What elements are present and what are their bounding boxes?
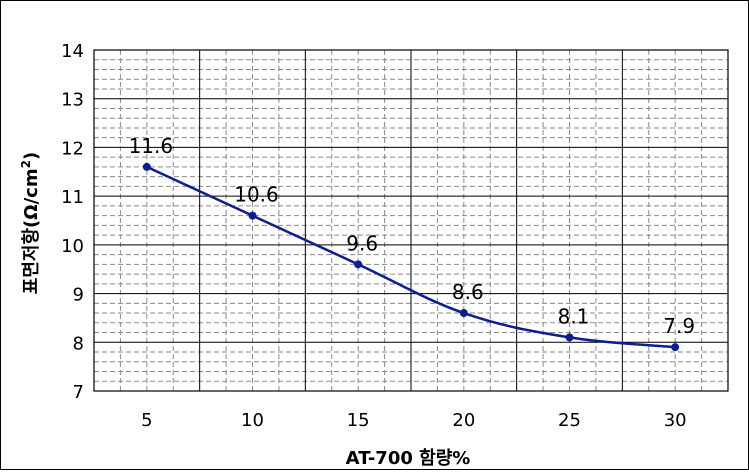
data-label: 9.6: [346, 231, 378, 255]
data-point: [460, 309, 468, 317]
data-label: 7.9: [663, 314, 695, 338]
x-tick-labels: 5 10 15 20 25 30: [141, 410, 687, 431]
data-point: [354, 260, 362, 268]
x-tick-label: 5: [141, 410, 152, 431]
x-axis-label: AT-700 함량%: [346, 447, 471, 469]
y-tick-label: 8: [73, 333, 84, 354]
y-axis-label-main: 표면저항(Ω/cm: [21, 168, 42, 294]
y-axis-label-superscript: 2: [19, 160, 33, 168]
data-label: 11.6: [129, 134, 174, 158]
y-axis-label-tail: ): [21, 152, 42, 160]
x-tick-label: 10: [241, 410, 264, 431]
y-tick-label: 13: [61, 90, 84, 111]
data-label: 8.1: [558, 304, 590, 328]
data-label: 10.6: [234, 183, 279, 207]
data-point: [566, 333, 574, 341]
x-tick-label: 30: [664, 410, 687, 431]
y-tick-label: 11: [61, 187, 84, 208]
x-tick-label: 15: [347, 410, 370, 431]
x-tick-label: 20: [452, 410, 475, 431]
grid-layer: [94, 50, 728, 391]
data-point: [143, 163, 151, 171]
y-tick-labels: 7 8 9 10 11 12 13 14: [61, 41, 84, 403]
data-label: 8.6: [452, 280, 484, 304]
y-tick-label: 9: [73, 285, 84, 306]
y-tick-label: 14: [61, 41, 84, 62]
y-tick-label: 12: [61, 138, 84, 159]
data-point: [249, 212, 257, 220]
data-point: [671, 343, 679, 351]
y-tick-label: 7: [73, 382, 84, 403]
y-axis-label: 표면저항(Ω/cm2): [19, 152, 42, 294]
x-tick-label: 25: [558, 410, 581, 431]
y-tick-label: 10: [61, 236, 84, 257]
